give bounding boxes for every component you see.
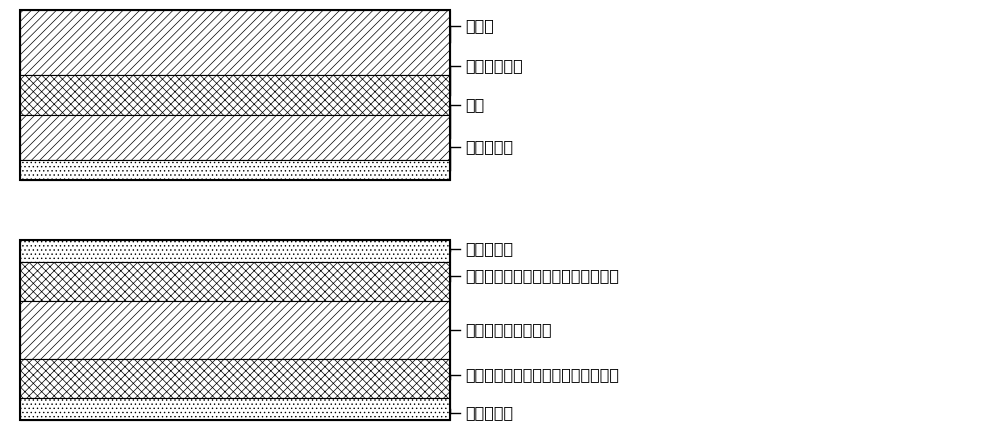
Text: 电流收集器: 电流收集器: [465, 140, 513, 155]
Text: 混合有离子聚合物电解质的阳极材料: 混合有离子聚合物电解质的阳极材料: [465, 268, 619, 283]
Bar: [20, 10, 450, 75]
Text: 锂阳极: 锂阳极: [465, 19, 494, 34]
Bar: [20, 115, 450, 160]
Bar: [20, 398, 450, 420]
Bar: [20, 10, 450, 180]
Bar: [20, 301, 450, 359]
Bar: [20, 75, 450, 115]
Text: 聚合物电解质: 聚合物电解质: [465, 58, 523, 73]
Text: 离子聚合物电解质膜: 离子聚合物电解质膜: [465, 323, 552, 338]
Bar: [20, 262, 450, 301]
Bar: [20, 240, 450, 262]
Text: 阴极: 阴极: [465, 98, 484, 113]
Bar: [20, 359, 450, 398]
Bar: [20, 160, 450, 180]
Text: 混合有离子聚合物电解质的阴极材料: 混合有离子聚合物电解质的阴极材料: [465, 367, 619, 382]
Text: 电流收集器: 电流收集器: [465, 405, 513, 420]
Text: 电流收集器: 电流收集器: [465, 241, 513, 256]
Bar: [20, 240, 450, 420]
